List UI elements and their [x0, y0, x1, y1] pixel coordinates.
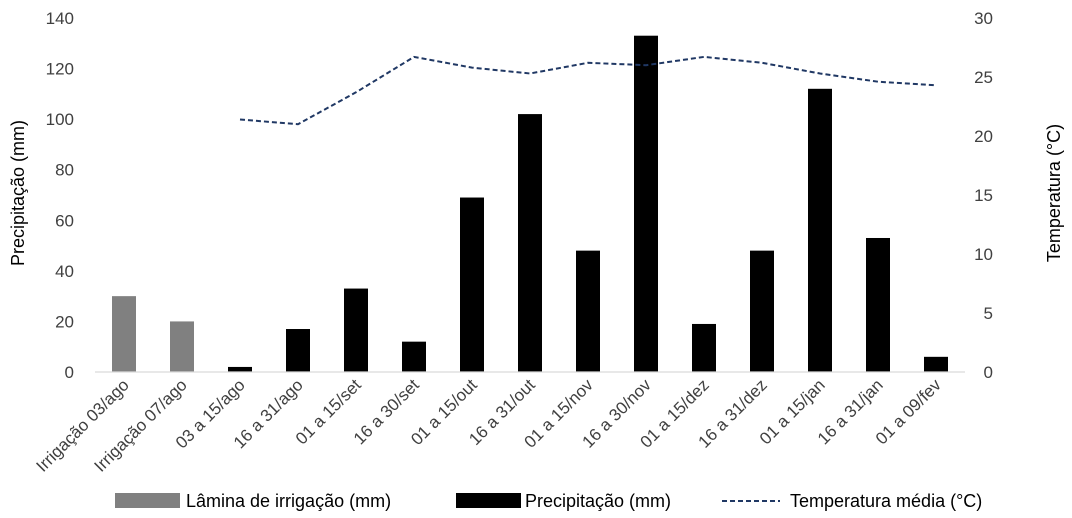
bar-1-14 [924, 356, 948, 372]
right-axis-title: Temperatura (°C) [1044, 124, 1064, 262]
y2-tick-label: 30 [974, 9, 993, 28]
temperature-line [239, 55, 937, 126]
y2-tick-label: 0 [984, 363, 993, 382]
y-tick-label: 40 [55, 262, 74, 281]
bar-1-5 [402, 341, 426, 372]
legend-item-irrigation: Lâmina de irrigação (mm) [115, 491, 391, 511]
legend-swatch-precipitation [456, 493, 521, 508]
legend-swatch-irrigation [115, 493, 180, 508]
bar-0-0 [112, 296, 136, 372]
right-axis-ticks: 0 5 10 15 20 25 30 [974, 9, 993, 382]
y-tick-label: 120 [46, 60, 74, 79]
left-axis-title: Precipitação (mm) [8, 120, 28, 266]
bar-1-10 [692, 323, 716, 372]
y2-tick-label: 5 [984, 304, 993, 323]
legend-label-temperature: Temperatura média (°C) [790, 491, 982, 511]
bar-1-13 [866, 237, 890, 372]
y2-tick-label: 20 [974, 127, 993, 146]
bar-0-1 [170, 321, 194, 372]
y-tick-label: 20 [55, 312, 74, 331]
bar-1-7 [518, 114, 542, 372]
left-axis-ticks: 0 20 40 60 80 100 120 140 [46, 9, 74, 382]
legend-label-precipitation: Precipitação (mm) [525, 491, 671, 511]
legend-item-precipitation: Precipitação (mm) [456, 491, 671, 511]
y2-tick-label: 10 [974, 245, 993, 264]
bars-layer [112, 35, 948, 373]
y2-tick-label: 15 [974, 186, 993, 205]
bar-1-2 [228, 366, 252, 372]
bar-1-12 [808, 88, 832, 373]
bar-1-4 [344, 288, 368, 372]
y-tick-label: 140 [46, 9, 74, 28]
y-tick-label: 80 [55, 161, 74, 180]
bar-1-8 [576, 250, 600, 372]
y-tick-label: 60 [55, 211, 74, 230]
bar-1-6 [460, 197, 484, 372]
legend-label-irrigation: Lâmina de irrigação (mm) [186, 491, 391, 511]
y-tick-label: 100 [46, 110, 74, 129]
bar-1-11 [750, 250, 774, 372]
y2-tick-label: 25 [974, 68, 993, 87]
bar-1-9 [634, 35, 658, 372]
legend-item-temperature: Temperatura média (°C) [722, 491, 982, 511]
legend: Lâmina de irrigação (mm) Precipitação (m… [115, 491, 982, 511]
bar-1-3 [286, 329, 310, 372]
temperature-line-layer [239, 55, 937, 126]
y-tick-label: 0 [65, 363, 74, 382]
